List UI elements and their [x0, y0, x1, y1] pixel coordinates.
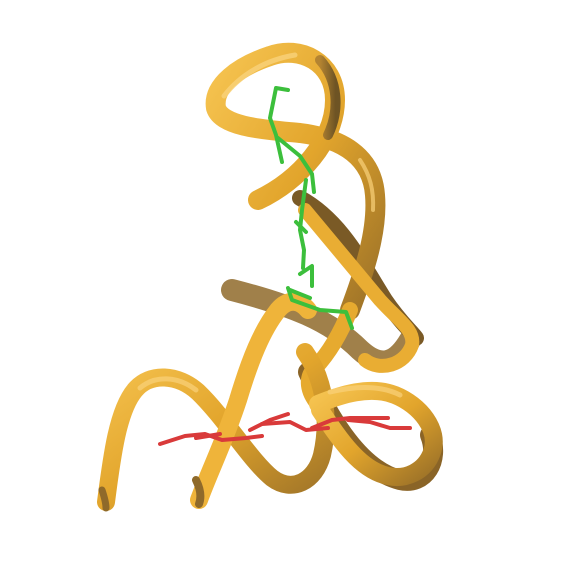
green-stick-residues — [268, 86, 354, 330]
ribbon-main — [97, 42, 443, 512]
ribbon-left-strand — [190, 292, 317, 509]
red-stick-residues — [158, 412, 412, 446]
ribbon-highlights — [137, 52, 403, 398]
ribbon-right-hairpin — [298, 203, 420, 373]
ribbon-right-loop — [309, 381, 443, 486]
